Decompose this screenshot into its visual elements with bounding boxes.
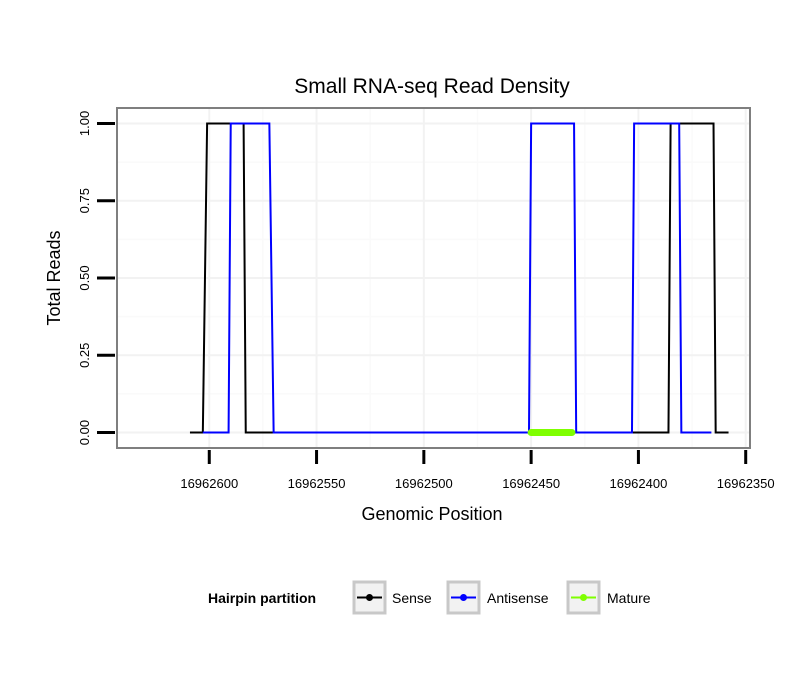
legend-label-sense: Sense	[392, 590, 432, 606]
x-tick-label: 16962600	[180, 476, 238, 491]
x-tick-label: 16962550	[288, 476, 346, 491]
legend-key-point	[460, 594, 467, 601]
y-tick-label: 1.00	[77, 111, 92, 136]
y-axis-label: Total Reads	[44, 230, 64, 325]
legend: Hairpin partition Sense Antisense Mature	[208, 580, 651, 615]
x-axis: 16962600 16962550 16962500 16962450 16962400…	[180, 450, 775, 491]
y-tick-label: 0.75	[77, 188, 92, 213]
chart-title: Small RNA-seq Read Density	[294, 75, 570, 98]
x-axis-label: Genomic Position	[361, 504, 502, 524]
x-tick-label: 16962500	[395, 476, 453, 491]
panel-border	[116, 107, 751, 449]
y-axis: 0.00 0.25 0.50 0.75 1.00	[77, 111, 115, 445]
legend-key-point	[366, 594, 373, 601]
plot-area	[116, 107, 751, 449]
x-tick-label: 16962400	[609, 476, 667, 491]
y-tick-label: 0.00	[77, 420, 92, 445]
y-tick-label: 0.50	[77, 265, 92, 290]
legend-title: Hairpin partition	[208, 590, 316, 606]
x-tick-label: 16962450	[502, 476, 560, 491]
y-tick-label: 0.25	[77, 343, 92, 368]
legend-label-mature: Mature	[607, 590, 651, 606]
x-tick-label: 16962350	[717, 476, 775, 491]
legend-key-point	[580, 594, 587, 601]
legend-label-antisense: Antisense	[487, 590, 549, 606]
series-line-antisense	[202, 122, 712, 434]
